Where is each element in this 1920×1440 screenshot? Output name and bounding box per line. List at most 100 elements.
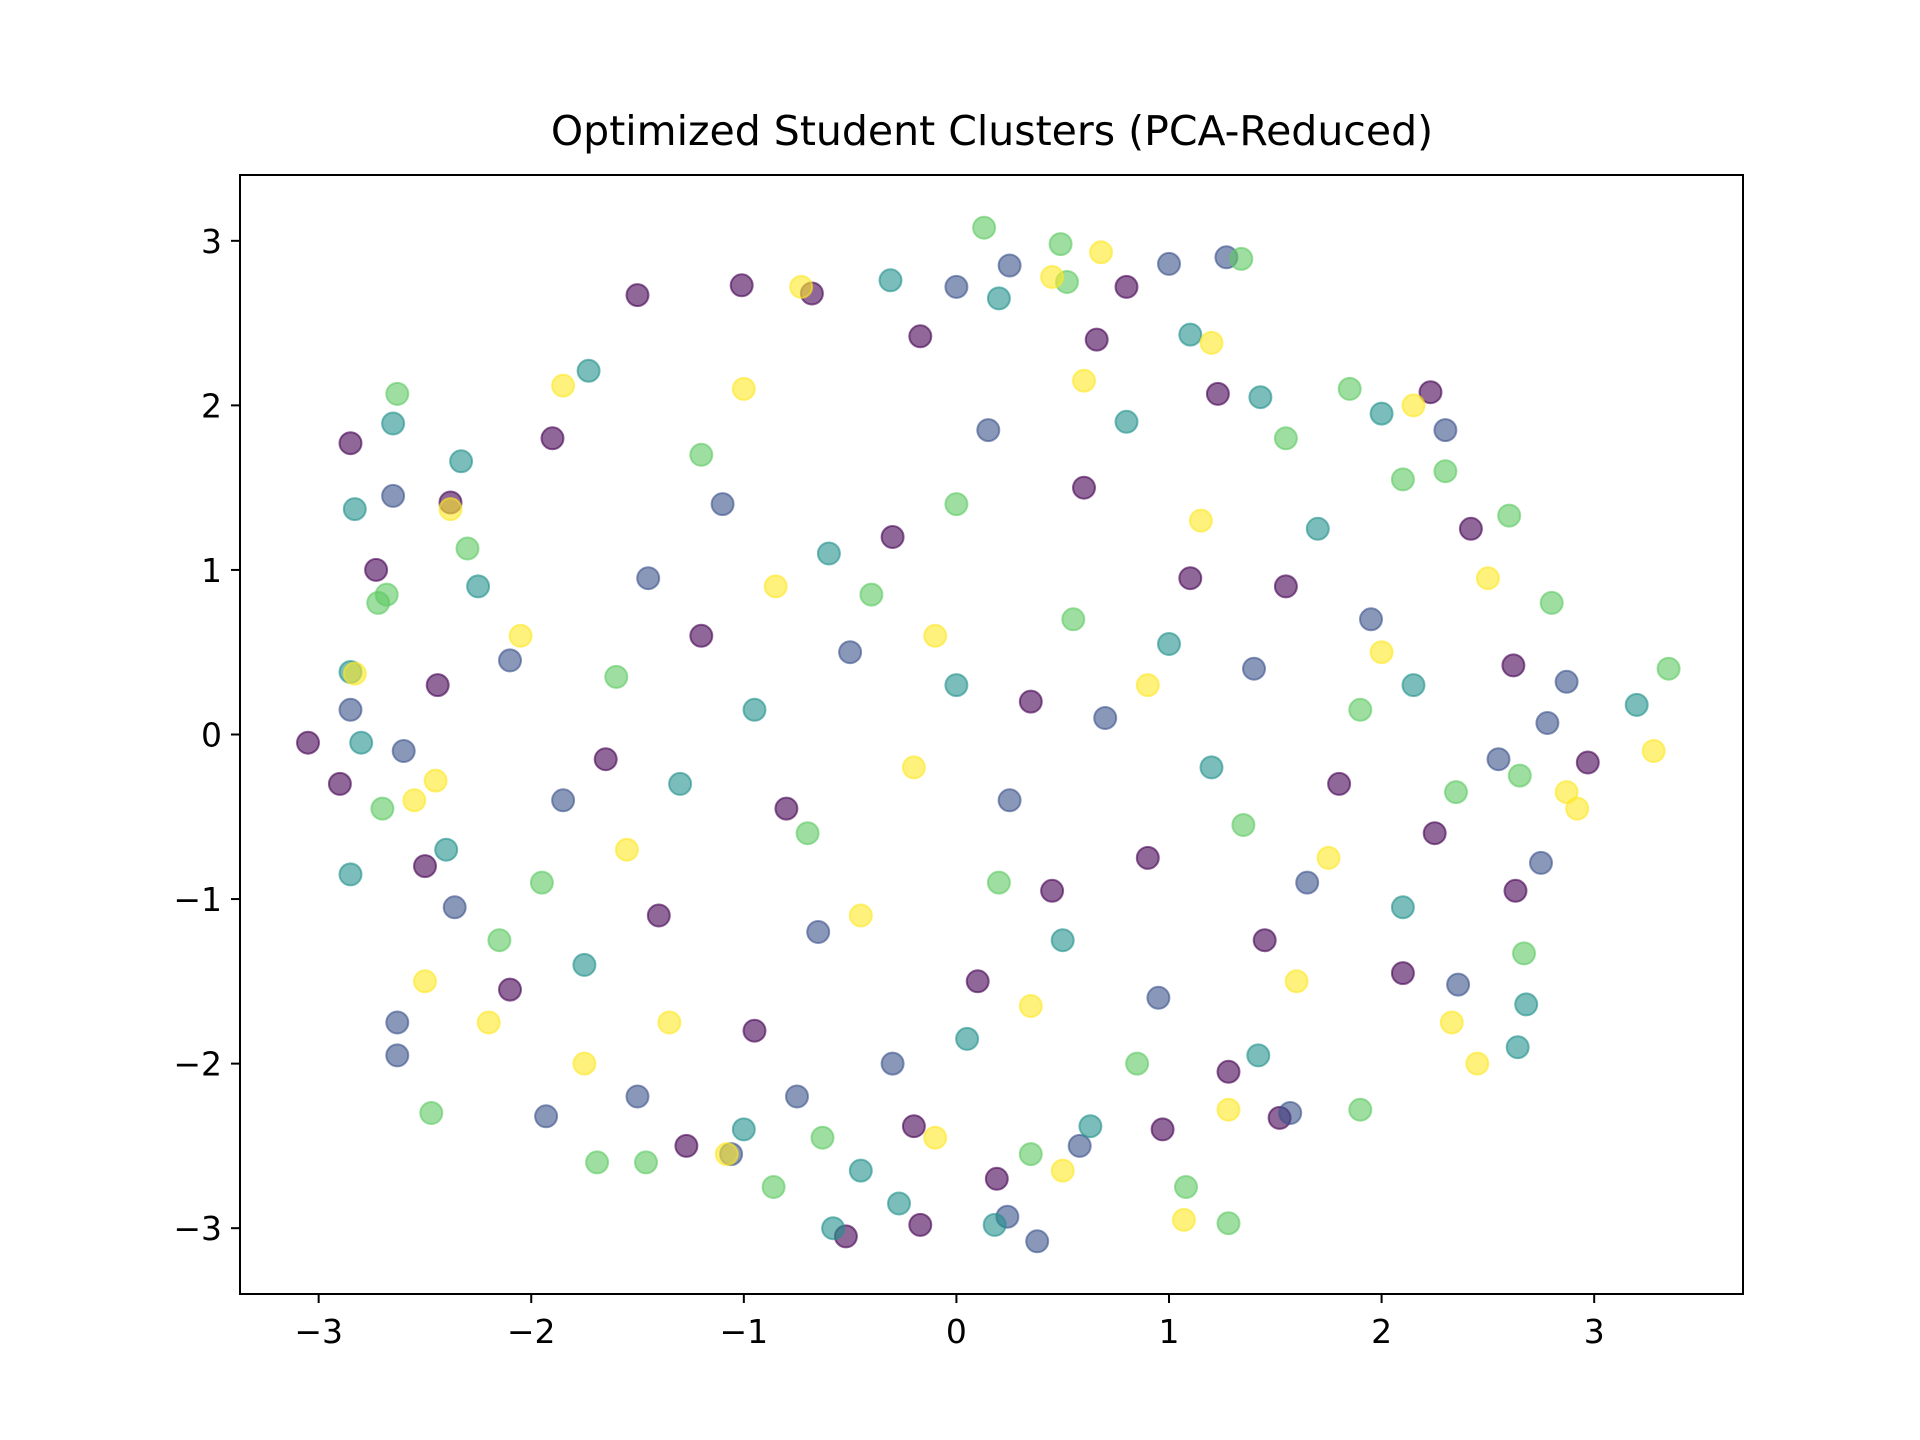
scatter-point [986,870,1011,895]
scatter-point [1446,972,1471,997]
scatter-point [1246,1043,1271,1068]
scatter-point [1150,1117,1175,1142]
scatter-point [1174,1175,1198,1199]
scatter-point [498,977,522,1002]
scatter-point [1199,755,1224,780]
scatter-point [1401,393,1426,418]
scatter-point [821,1216,846,1241]
scatter-point [425,673,450,698]
scatter-point [689,623,714,648]
scatter-point [1040,878,1065,903]
scatter-point [668,771,693,796]
scatter-point [381,411,406,436]
scatter-point [413,969,437,994]
scatter-point [1061,607,1086,632]
scatter-point [689,442,714,467]
scatter-point [944,492,969,517]
scatter-point [1348,697,1373,722]
scatter-point [774,796,799,821]
scatter-point [646,903,671,928]
scatter-point [1018,689,1043,714]
scatter-point [1512,941,1536,966]
scatter-point [795,821,820,846]
scatter-point [997,788,1022,813]
scatter-point [1433,418,1458,443]
scatter-point [1554,780,1579,805]
scatter-point [585,1150,610,1175]
scatter-point [1433,459,1458,484]
scatter-point [1554,669,1579,694]
scatter-point [1040,265,1065,289]
scatter-point [572,952,597,977]
points-layer [296,215,1681,1254]
scatter-point [1157,632,1181,656]
scatter-point [636,566,661,591]
scatter-point [1089,240,1113,265]
scatter-point [385,1043,410,1068]
scatter-point [1050,928,1075,953]
chart-title: Optimized Student Clusters (PCA-Reduced) [551,107,1433,155]
x-tick-label: 3 [1584,1312,1605,1351]
scatter-point [1305,516,1330,541]
scatter-point [364,557,389,582]
scatter-point [296,730,320,755]
scatter-point [1178,566,1203,591]
scatter-point [1157,251,1181,276]
scatter-point [657,1010,682,1035]
scatter-point [1439,1010,1464,1035]
scatter-point [1252,928,1277,953]
scatter-point [810,1125,835,1150]
scatter-point [434,837,459,862]
scatter-point [540,426,565,451]
scatter-point [1205,381,1230,406]
scatter-point [1248,385,1273,410]
y-tick-label: −2 [173,1045,222,1084]
scatter-point [342,661,367,686]
scatter-point [859,582,884,607]
scatter-point [625,1084,650,1109]
scatter-point [338,697,363,722]
scatter-point [1025,1229,1050,1254]
scatter-point [806,920,831,944]
scatter-point [785,1084,809,1109]
scatter-point [1072,475,1096,500]
scatter-point [1465,1051,1490,1076]
scatter-point [972,215,997,240]
y-axis: −3 −2 −1 0 1 2 3 [173,222,240,1248]
scatter-point [476,1010,501,1035]
scatter-point [710,492,735,517]
scatter-point [880,1051,905,1076]
scatter-point [880,525,905,549]
scatter-point [1018,1142,1043,1167]
cluster-4-points [342,240,1666,1232]
scatter-point [1067,1133,1092,1158]
scatter-point [327,771,352,796]
x-tick-label: 2 [1371,1312,1392,1351]
scatter-point [455,536,480,561]
scatter-point [944,673,969,698]
scatter-point [1359,607,1383,632]
scatter-point [1444,780,1468,805]
scatter-point [1242,656,1266,681]
scatter-point [1418,380,1443,405]
scatter-point [731,1117,756,1142]
scatter-point [1114,409,1139,434]
scatter-point [1337,376,1362,401]
scatter-point [923,1125,948,1150]
y-tick-label: 2 [201,386,222,425]
scatter-point [449,449,474,474]
scatter-point [1135,845,1160,870]
scatter-point [381,483,406,508]
scatter-point [349,730,374,755]
scatter-point [982,1212,1007,1237]
scatter-point [1422,821,1447,846]
scatter-point [534,1104,559,1129]
x-tick-label: 0 [946,1312,967,1351]
scatter-point [593,747,618,772]
scatter-point [763,574,788,599]
scatter-point [878,268,903,293]
scatter-point [338,862,363,887]
scatter-point [1369,640,1394,665]
scatter-point [1216,1059,1241,1084]
